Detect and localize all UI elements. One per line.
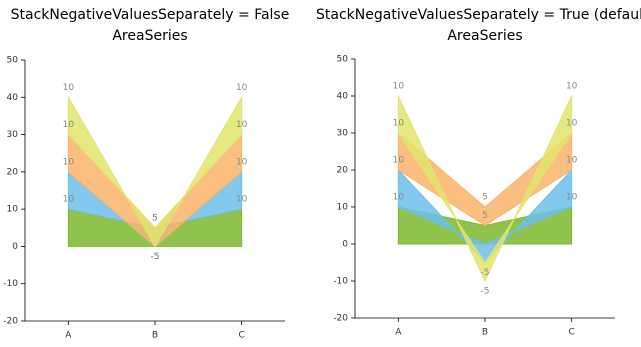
area: [397, 95, 573, 283]
value-label: 10: [63, 157, 75, 167]
value-label: 5: [482, 193, 488, 203]
chart-title: StackNegativeValuesSeparately = True (de…: [316, 7, 641, 23]
value-label: 10: [236, 195, 248, 205]
y-tick-label: 0: [342, 240, 348, 250]
y-tick-label: 50: [337, 55, 349, 65]
y-tick-label: 40: [337, 92, 349, 102]
value-label: 5: [152, 213, 158, 223]
y-tick-label: 30: [337, 129, 349, 139]
x-tick-label: B: [152, 331, 158, 341]
value-label: 10: [236, 83, 248, 93]
y-tick-label: 30: [7, 130, 19, 140]
value-label: -5: [151, 252, 160, 262]
x-tick-label: C: [239, 331, 245, 341]
x-tick-label: B: [482, 328, 488, 338]
x-tick-label: A: [65, 331, 72, 341]
value-label: 10: [566, 82, 578, 92]
value-label: 10: [566, 119, 578, 129]
y-tick-label: 20: [7, 167, 19, 177]
chart-subtitle: AreaSeries: [447, 28, 522, 44]
value-label: 10: [566, 156, 578, 166]
chart-title: StackNegativeValuesSeparately = False: [11, 7, 290, 23]
x-tick-label: A: [395, 328, 402, 338]
y-tick-label: 40: [7, 93, 19, 103]
value-label: 10: [393, 119, 405, 129]
value-label: 10: [236, 120, 248, 130]
value-label: -5: [481, 268, 490, 278]
area: [67, 95, 243, 248]
y-tick-label: -20: [3, 317, 18, 327]
y-tick-label: 0: [12, 242, 18, 252]
y-tick-label: 10: [7, 205, 19, 215]
value-label: 10: [63, 195, 75, 205]
chart-subtitle: AreaSeries: [112, 28, 187, 44]
y-tick-label: -20: [333, 314, 348, 324]
x-tick-label: C: [569, 328, 575, 338]
y-tick-label: 50: [7, 56, 19, 66]
value-label: 10: [393, 156, 405, 166]
y-tick-label: 10: [337, 203, 349, 213]
value-label: 10: [236, 157, 248, 167]
value-label: -5: [151, 252, 160, 262]
value-label: 10: [63, 120, 75, 130]
value-label: 10: [63, 83, 75, 93]
value-label: 10: [566, 193, 578, 203]
y-tick-label: -10: [3, 279, 18, 289]
value-label: -5: [481, 287, 490, 297]
value-label: 5: [482, 211, 488, 221]
value-label: 10: [393, 193, 405, 203]
y-tick-label: -10: [333, 277, 348, 287]
value-label: 5: [152, 213, 158, 223]
y-tick-label: 20: [337, 166, 349, 176]
value-label: 10: [393, 82, 405, 92]
